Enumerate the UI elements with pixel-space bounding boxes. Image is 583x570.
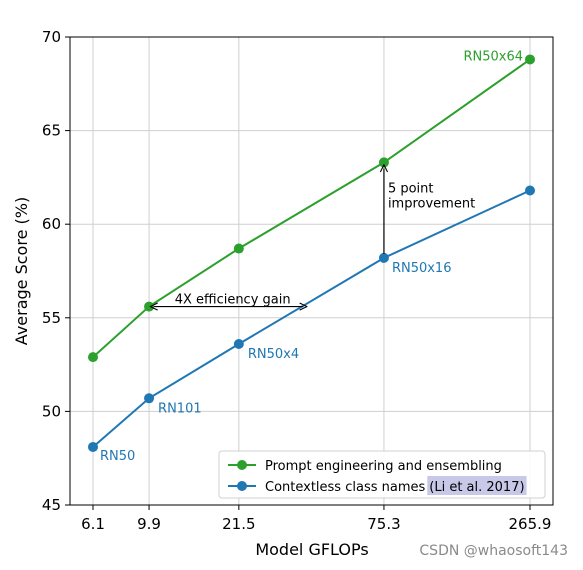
improvement-annotation-line2: improvement [388, 196, 475, 211]
x-axis-title: Model GFLOPs [255, 540, 368, 559]
legend-citation-highlight [427, 476, 527, 495]
y-tick-label: 55 [42, 309, 61, 327]
data-point [525, 54, 535, 65]
data-label: RN50x4 [248, 347, 299, 362]
data-point [233, 243, 244, 254]
efficiency-annotation: 4X efficiency gain [175, 293, 291, 308]
x-tick-label: 21.5 [222, 515, 255, 533]
data-point [144, 393, 155, 404]
x-tick-label: 265.9 [509, 515, 552, 533]
legend-swatch-marker [237, 481, 247, 491]
watermark: CSDN @whaosoft143 [419, 543, 568, 559]
legend: Prompt engineering and ensembling Context… [218, 450, 546, 499]
x-tick-label: 9.9 [137, 515, 161, 533]
legend-label: Contextless class names [265, 480, 425, 495]
legend-label: Prompt engineering and ensembling [265, 459, 502, 474]
y-tick-label: 65 [42, 122, 61, 140]
data-label: RN101 [158, 401, 202, 416]
x-tick-label: 6.1 [81, 515, 105, 533]
data-point [525, 185, 535, 196]
data-point [378, 252, 389, 263]
data-label: RN50x16 [392, 261, 452, 276]
y-axis: 45 50 55 60 65 70 [42, 28, 70, 514]
data-point [88, 441, 98, 452]
data-point [378, 157, 389, 168]
y-tick-label: 60 [42, 215, 61, 233]
legend-swatch-marker [237, 460, 247, 470]
y-tick-label: 70 [42, 28, 61, 46]
grid [70, 36, 553, 506]
data-label: RN50 [100, 449, 135, 464]
plot-frame [69, 36, 554, 506]
data-point [233, 339, 244, 350]
data-point [88, 352, 98, 363]
y-tick-label: 50 [42, 402, 61, 420]
data-point [144, 301, 155, 312]
legend-citation: (Li et al. 2017) [429, 480, 524, 495]
series: RN50x64 RN50 RN101 RN50x4 RN50x16 [88, 49, 535, 464]
x-axis: 6.1 9.9 21.5 75.3 265.9 [81, 505, 551, 533]
y-tick-label: 45 [42, 496, 61, 514]
y-axis-title: Average Score (%) [12, 197, 31, 345]
improvement-annotation-line1: 5 point [388, 181, 434, 196]
data-label: RN50x64 [463, 49, 523, 64]
x-tick-label: 75.3 [367, 515, 400, 533]
